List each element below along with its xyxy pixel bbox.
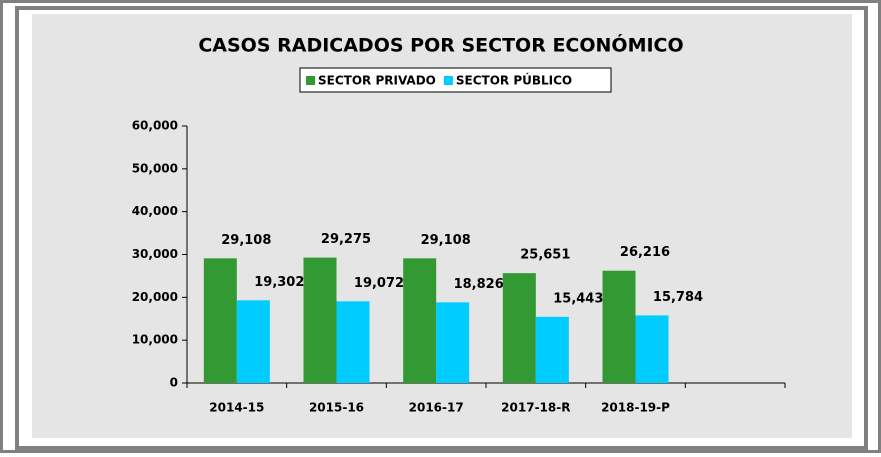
y-tick-label: 60,000 xyxy=(132,119,178,133)
x-tick-label: 2014-15 xyxy=(209,401,264,415)
legend-label: SECTOR PRIVADO xyxy=(318,74,436,88)
x-tick-label: 2015-16 xyxy=(309,401,364,415)
y-tick-label: 10,000 xyxy=(132,333,178,347)
legend-swatch xyxy=(443,76,453,85)
data-label: 19,302 xyxy=(254,275,304,290)
chart-title: CASOS RADICADOS POR SECTOR ECONÓMICO xyxy=(198,33,683,57)
y-tick-label: 40,000 xyxy=(132,204,178,218)
bar xyxy=(203,258,237,383)
bar xyxy=(635,315,669,383)
y-tick-label: 20,000 xyxy=(132,290,178,304)
x-tick-label: 2018-19-P xyxy=(601,401,670,415)
bar xyxy=(403,258,437,383)
legend-swatch xyxy=(306,76,315,85)
data-label: 25,651 xyxy=(520,248,570,263)
data-label: 29,108 xyxy=(221,233,271,248)
data-label: 15,443 xyxy=(553,291,603,306)
legend-items: SECTOR PRIVADO SECTOR PÚBLICO xyxy=(306,73,572,88)
bar xyxy=(336,301,370,383)
y-tick-label: 50,000 xyxy=(132,161,178,175)
data-label: 19,072 xyxy=(354,276,404,291)
plot: 0 10,000 20,000 30,000 40,000 50,000 60,000 201… xyxy=(132,119,786,415)
data-label: 18,826 xyxy=(454,277,504,292)
bar xyxy=(303,257,337,383)
legend-label: SECTOR PÚBLICO xyxy=(456,73,572,88)
bar xyxy=(535,316,569,383)
legend xyxy=(299,67,612,93)
bar xyxy=(502,273,536,383)
data-label: 15,784 xyxy=(653,290,703,305)
y-tick-label: 30,000 xyxy=(132,247,178,261)
bar xyxy=(236,300,270,383)
bar xyxy=(602,270,636,383)
inner-frame xyxy=(15,6,868,450)
bar xyxy=(436,302,470,383)
data-label: 26,216 xyxy=(620,245,670,260)
y-tick-label: 0 xyxy=(170,376,178,390)
x-tick-label: 2017-18-R xyxy=(501,401,570,415)
data-label: 29,108 xyxy=(421,233,471,248)
data-label: 29,275 xyxy=(321,232,371,247)
x-tick-label: 2016-17 xyxy=(409,401,464,415)
